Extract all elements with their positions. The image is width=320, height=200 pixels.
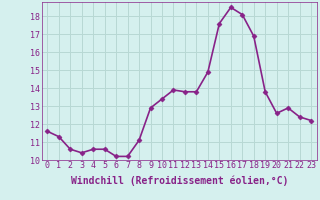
X-axis label: Windchill (Refroidissement éolien,°C): Windchill (Refroidissement éolien,°C) xyxy=(70,176,288,186)
